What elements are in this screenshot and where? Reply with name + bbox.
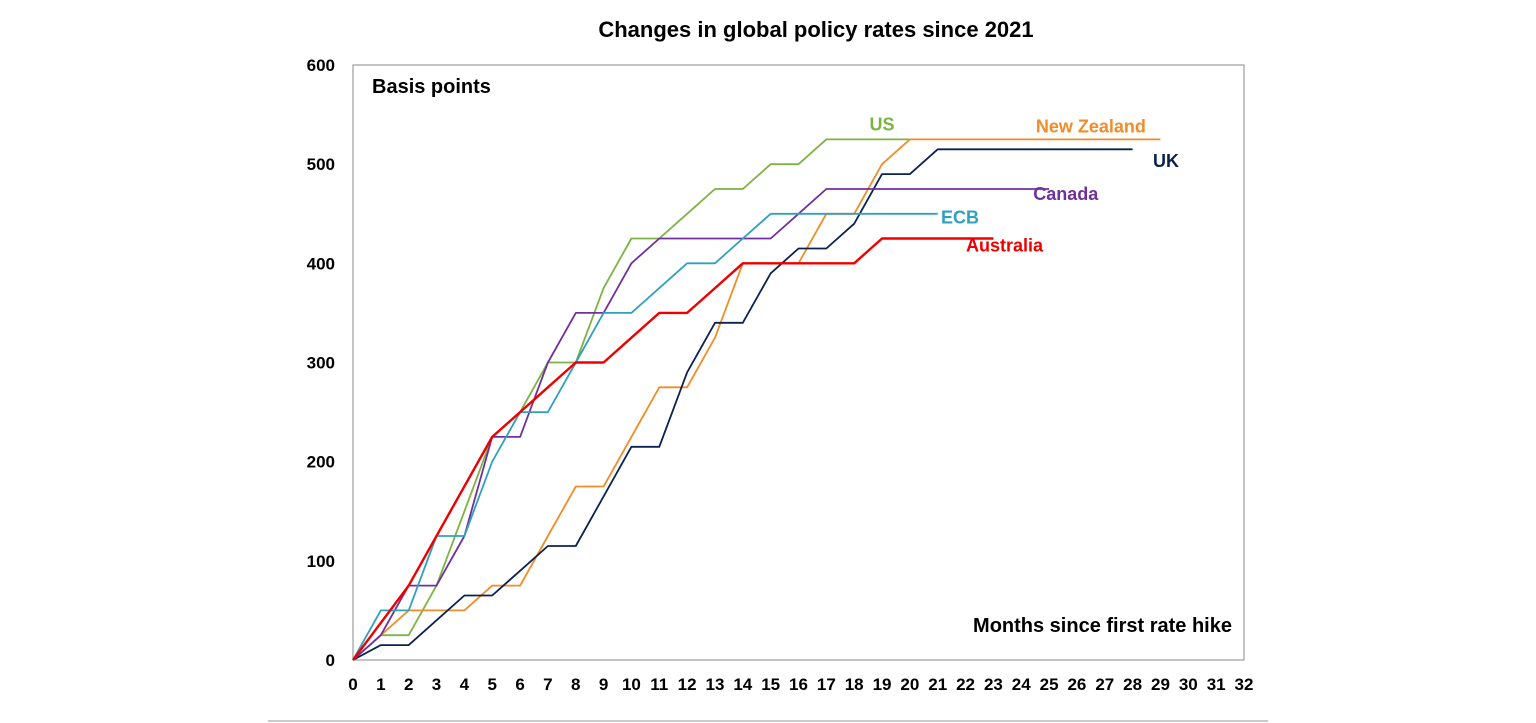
y-tick-label: 100	[307, 552, 335, 571]
x-axis: 0 1 2 3 4 5 6 7 8 9 10 11 12 13 14 15 16 17 18 19 20 21 22 23 24…	[348, 675, 1253, 694]
y-tick-label: 300	[307, 354, 335, 373]
series-line-australia	[352, 237, 994, 661]
x-tick-label: 10	[622, 675, 641, 694]
y-tick-label: 600	[307, 56, 335, 75]
x-tick-label: 8	[571, 675, 580, 694]
x-tick-label: 27	[1095, 675, 1114, 694]
x-tick-label: 2	[404, 675, 413, 694]
x-tick-label: 5	[487, 675, 496, 694]
y-axis-label: Basis points	[372, 76, 491, 98]
x-tick-label: 18	[845, 675, 864, 694]
x-tick-label: 9	[599, 675, 608, 694]
y-axis: 0 100 200 300 400 500 600	[307, 56, 335, 670]
x-tick-label: 3	[432, 675, 441, 694]
x-tick-label: 32	[1235, 675, 1254, 694]
x-tick-label: 31	[1207, 675, 1226, 694]
x-tick-label: 19	[873, 675, 892, 694]
x-tick-label: 15	[761, 675, 780, 694]
chart-title: Changes in global policy rates since 202…	[598, 17, 1033, 42]
series-label-us: US	[870, 115, 895, 135]
series-label-uk: UK	[1153, 151, 1179, 171]
x-tick-label: 22	[956, 675, 975, 694]
series-line-canada	[352, 188, 1050, 661]
x-tick-label: 17	[817, 675, 836, 694]
x-tick-label: 1	[376, 675, 385, 694]
y-tick-label: 500	[307, 155, 335, 174]
x-tick-label: 13	[706, 675, 725, 694]
x-tick-label: 14	[733, 675, 752, 694]
x-tick-label: 0	[348, 675, 357, 694]
x-tick-label: 30	[1179, 675, 1198, 694]
series-label-canada: Canada	[1033, 184, 1099, 204]
plot-area-frame	[352, 64, 1245, 661]
y-tick-label: 200	[307, 453, 335, 472]
x-tick-label: 16	[789, 675, 808, 694]
series-line-ecb	[352, 212, 938, 661]
series-label-new-zealand: New Zealand	[1036, 116, 1146, 136]
series-label-australia: Australia	[966, 235, 1044, 255]
series-line-new-zealand	[352, 138, 1161, 661]
x-tick-label: 7	[543, 675, 552, 694]
series-line-uk	[352, 148, 1133, 661]
x-tick-label: 20	[900, 675, 919, 694]
x-tick-label: 24	[1012, 675, 1031, 694]
x-axis-label: Months since first rate hike	[973, 615, 1232, 637]
x-tick-label: 6	[515, 675, 524, 694]
series-line-us	[352, 138, 910, 661]
y-tick-label: 0	[326, 651, 335, 670]
x-tick-label: 21	[928, 675, 947, 694]
x-tick-label: 4	[460, 675, 470, 694]
x-tick-label: 29	[1151, 675, 1170, 694]
x-tick-label: 26	[1067, 675, 1086, 694]
series-labels: US New Zealand UK Canada ECB Australia	[870, 115, 1180, 256]
series-label-ecb: ECB	[941, 208, 979, 228]
x-tick-label: 28	[1123, 675, 1142, 694]
x-tick-label: 25	[1040, 675, 1059, 694]
y-tick-label: 400	[307, 254, 335, 273]
x-tick-label: 11	[650, 675, 668, 694]
x-tick-label: 23	[984, 675, 1003, 694]
series-lines	[352, 138, 1161, 661]
x-tick-label: 12	[678, 675, 697, 694]
